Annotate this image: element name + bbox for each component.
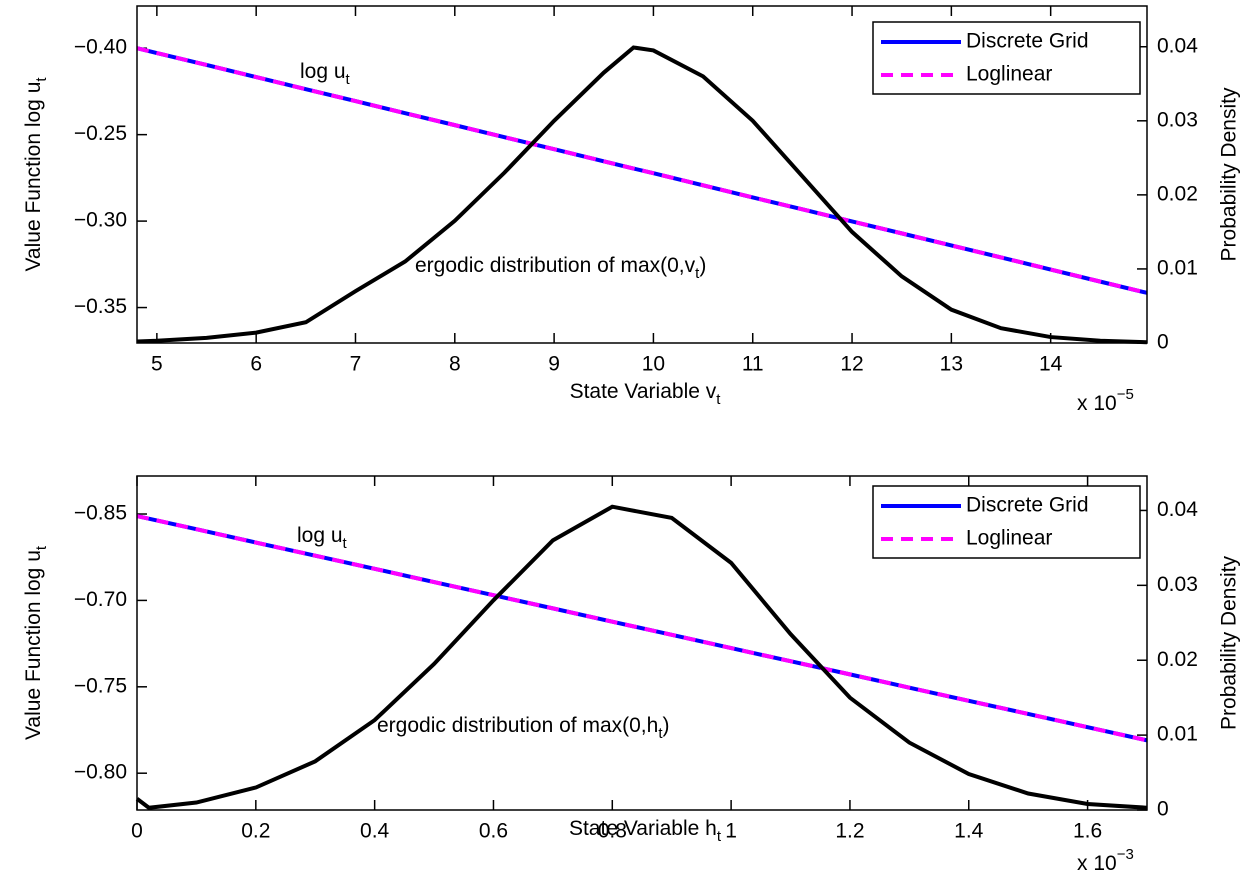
annotation: ergodic distribution of max(0,ht) bbox=[377, 714, 669, 742]
x-tick-label: 1.2 bbox=[835, 820, 864, 843]
y-label-part: t bbox=[33, 77, 50, 82]
series-line bbox=[136, 514, 1148, 743]
annotation: ergodic distribution of max(0,vt) bbox=[415, 254, 706, 282]
y2-tick-label: 0.02 bbox=[1157, 648, 1198, 671]
x-tick-label: 11 bbox=[742, 353, 764, 376]
x-multiplier: x 10−3 bbox=[1077, 846, 1134, 875]
x-multiplier-part: −5 bbox=[1117, 386, 1134, 403]
y-tick-label: −0.85 bbox=[74, 502, 127, 525]
plot-frame bbox=[136, 5, 1148, 344]
y-tick-label: −0.30 bbox=[74, 209, 127, 232]
x-tick-label: 6 bbox=[250, 353, 262, 376]
x-multiplier: x 10−5 bbox=[1077, 386, 1134, 415]
annotation-part: ) bbox=[662, 714, 669, 737]
x-tick-label: 1.6 bbox=[1073, 820, 1102, 843]
annotation-part: ) bbox=[699, 254, 706, 277]
x-label-part: t bbox=[717, 828, 722, 845]
x-label-part: State Variable h bbox=[569, 817, 717, 840]
legend-label: Loglinear bbox=[966, 63, 1052, 86]
annotation-part: log u bbox=[297, 524, 343, 547]
y-tick-label: −0.70 bbox=[74, 588, 127, 611]
annotation-part: ergodic distribution of max(0,v bbox=[415, 254, 696, 277]
x-tick-label: 14 bbox=[1039, 353, 1063, 376]
y-label: Value Function log ut bbox=[22, 545, 50, 740]
y2-tick-label: 0 bbox=[1157, 331, 1169, 354]
x-tick-label: 1.4 bbox=[954, 820, 984, 843]
y2-tick-label: 0.02 bbox=[1157, 182, 1198, 205]
y2-tick-label: 0.04 bbox=[1157, 498, 1198, 521]
y2-tick-label: 0.04 bbox=[1157, 34, 1198, 57]
annotation: log ut bbox=[297, 524, 348, 552]
legend-box bbox=[872, 21, 1141, 95]
x-multiplier-part: −3 bbox=[1117, 846, 1134, 863]
x-label-part: t bbox=[716, 391, 721, 408]
y2-tick-label: 0 bbox=[1157, 798, 1169, 821]
x-tick-label: 12 bbox=[840, 353, 863, 376]
x-tick-label: 9 bbox=[548, 353, 560, 376]
legend-box bbox=[872, 485, 1141, 559]
y-tick-label: −0.40 bbox=[74, 36, 127, 59]
y2-tick-label: 0.01 bbox=[1157, 256, 1198, 279]
series-line bbox=[135, 504, 1148, 810]
y-tick-label: −0.80 bbox=[74, 761, 127, 784]
legend-label: Discrete Grid bbox=[966, 494, 1089, 517]
y-label-part: t bbox=[33, 545, 50, 550]
x-label: State Variable ht bbox=[569, 817, 722, 845]
annotation-part: t bbox=[658, 725, 663, 742]
x-label-part: State Variable v bbox=[570, 380, 717, 403]
y2-label: Probability Density bbox=[1218, 556, 1241, 730]
series-line bbox=[136, 46, 1148, 295]
x-tick-label: 0.6 bbox=[479, 820, 508, 843]
x-tick-label: 8 bbox=[449, 353, 461, 376]
x-tick-label: 5 bbox=[151, 353, 163, 376]
plot-frame bbox=[136, 475, 1148, 811]
annotation-part: t bbox=[695, 265, 700, 282]
x-tick-label: 7 bbox=[350, 353, 362, 376]
annotation-part: log u bbox=[300, 60, 346, 83]
x-multiplier-part: x 10 bbox=[1077, 392, 1117, 415]
x-multiplier-part: x 10 bbox=[1077, 852, 1117, 875]
y-tick-label: −0.25 bbox=[74, 122, 127, 145]
y2-label: Probability Density bbox=[1218, 87, 1241, 261]
y-label-part: Value Function log u bbox=[22, 550, 45, 740]
legend-label: Loglinear bbox=[966, 527, 1052, 550]
x-tick-label: 0.4 bbox=[360, 820, 390, 843]
annotation-part: t bbox=[346, 71, 351, 88]
x-tick-label: 0 bbox=[131, 820, 143, 843]
annotation-part: ergodic distribution of max(0,h bbox=[377, 714, 658, 737]
annotation-part: t bbox=[343, 535, 348, 552]
y2-tick-label: 0.01 bbox=[1157, 723, 1198, 746]
x-tick-label: 13 bbox=[940, 353, 963, 376]
x-tick-label: 10 bbox=[642, 353, 665, 376]
x-tick-label: 1 bbox=[725, 820, 737, 843]
x-label: State Variable vt bbox=[570, 380, 722, 408]
y2-tick-label: 0.03 bbox=[1157, 108, 1198, 131]
series-line bbox=[136, 45, 1148, 345]
y-label: Value Function log ut bbox=[22, 77, 50, 272]
x-tick-label: 0.2 bbox=[241, 820, 270, 843]
y-tick-label: −0.35 bbox=[74, 295, 127, 318]
annotation: log ut bbox=[300, 60, 351, 88]
y2-tick-label: 0.03 bbox=[1157, 573, 1198, 596]
y-label-part: Value Function log u bbox=[22, 82, 45, 272]
legend-label: Discrete Grid bbox=[966, 30, 1089, 53]
x-tick-label: 0.8 bbox=[598, 820, 627, 843]
y-tick-label: −0.75 bbox=[74, 674, 127, 697]
